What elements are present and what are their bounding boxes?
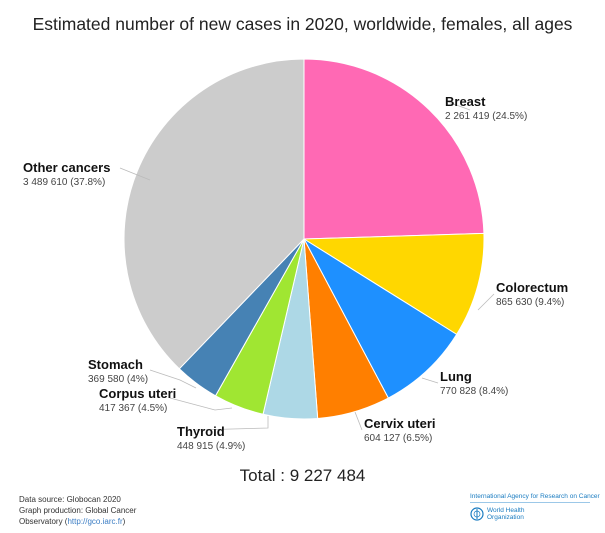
slice-value: 417 367 (4.5%) bbox=[99, 403, 168, 414]
leader-line bbox=[447, 101, 471, 111]
observatory-text: Observatory ( bbox=[19, 517, 68, 526]
leader-line bbox=[149, 369, 197, 389]
slice-value: 448 915 (4.9%) bbox=[177, 441, 246, 452]
leader-line bbox=[477, 293, 495, 311]
source-line: Data source: Globocan 2020 bbox=[19, 495, 121, 504]
slice-value: 604 127 (6.5%) bbox=[364, 433, 433, 444]
iarc-name: International Agency for Research on Can… bbox=[470, 493, 600, 500]
who-line2: Organization bbox=[487, 514, 524, 521]
iarc-who-logo: International Agency for Research on Can… bbox=[470, 493, 600, 521]
total-label: Total : 9 227 484 bbox=[239, 466, 366, 485]
production-line: Graph production: Global Cancer bbox=[19, 506, 137, 515]
pie-slice-breast bbox=[303, 58, 485, 240]
slice-value: 369 580 (4%) bbox=[88, 374, 149, 385]
label-thyroid: Thyroid 448 915 (4.9%) bbox=[177, 424, 246, 452]
who-emblem-icon bbox=[470, 507, 484, 521]
slice-value: 3 489 610 (37.8%) bbox=[23, 177, 106, 188]
leader-line bbox=[354, 411, 363, 431]
label-cervix-uteri: Cervix uteri 604 127 (6.5%) bbox=[364, 416, 436, 444]
label-corpus-uteri: Corpus uteri 417 367 (4.5%) bbox=[99, 386, 177, 414]
data-source: Data source: Globocan 2020 Graph product… bbox=[19, 494, 136, 527]
slice-value: 865 630 (9.4%) bbox=[496, 297, 565, 308]
slice-value: 2 261 419 (24.5%) bbox=[445, 111, 528, 122]
who-line1: World Health bbox=[487, 507, 525, 514]
label-colorectum: Colorectum 865 630 (9.4%) bbox=[496, 280, 569, 308]
leader-line bbox=[119, 167, 151, 181]
pie-slice-other-cancers bbox=[123, 58, 305, 370]
leader-line bbox=[195, 416, 269, 431]
label-stomach: Stomach 369 580 (4%) bbox=[88, 357, 149, 385]
pie-slice-colorectum bbox=[302, 232, 485, 336]
slice-value: 770 828 (8.4%) bbox=[440, 386, 509, 397]
label-other-cancers: Other cancers 3 489 610 (37.8%) bbox=[23, 160, 111, 188]
paren: ) bbox=[122, 517, 126, 526]
leader-line bbox=[421, 377, 439, 384]
leader-line bbox=[169, 397, 233, 411]
pie-slice-lung bbox=[302, 237, 458, 399]
gco-link[interactable]: http://gco.iarc.fr bbox=[67, 517, 123, 526]
chart-title: Estimated number of new cases in 2020, w… bbox=[32, 14, 573, 34]
label-breast: Breast 2 261 419 (24.5%) bbox=[445, 94, 528, 122]
label-lung: Lung 770 828 (8.4%) bbox=[440, 369, 509, 397]
